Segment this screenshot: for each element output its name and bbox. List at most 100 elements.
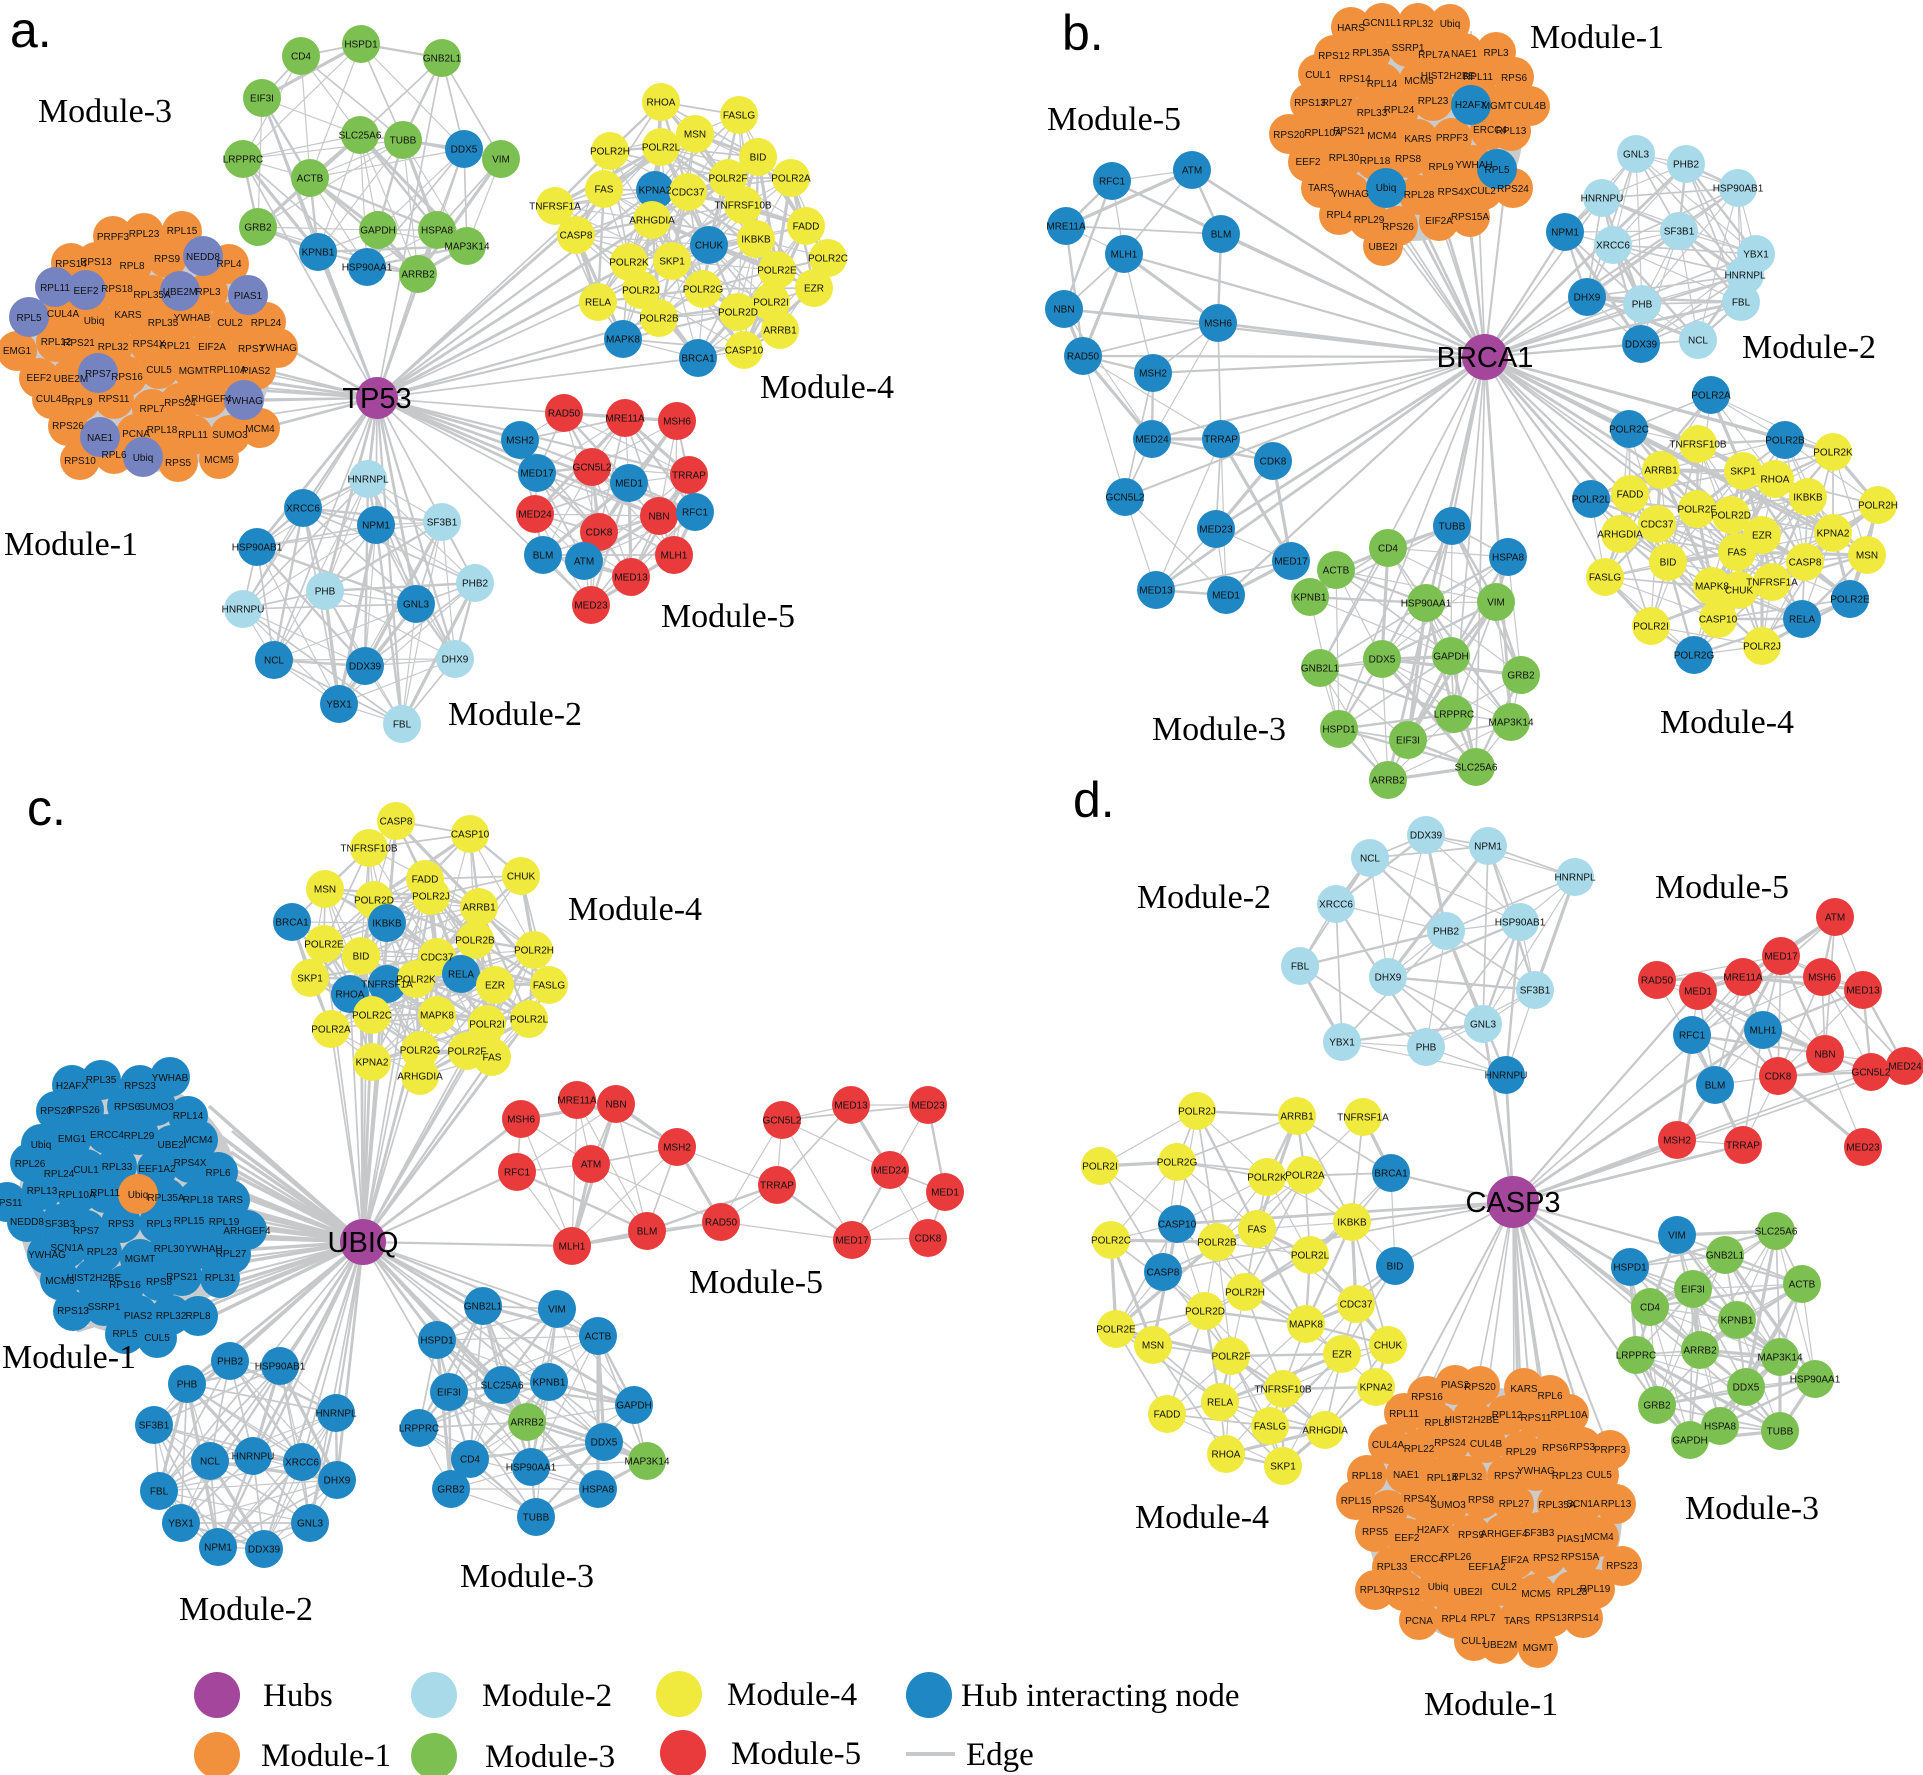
svg-text:HSPA8: HSPA8: [582, 1485, 614, 1496]
svg-text:BRCA1: BRCA1: [1437, 342, 1534, 374]
svg-text:HIST2H2BE: HIST2H2BE: [67, 1273, 122, 1284]
svg-text:PHB: PHB: [315, 587, 336, 598]
svg-text:MED23: MED23: [1199, 525, 1233, 536]
svg-text:RPL32: RPL32: [1452, 1472, 1483, 1483]
svg-text:DDX39: DDX39: [248, 1545, 281, 1556]
svg-text:RFC1: RFC1: [1099, 177, 1126, 188]
svg-text:MSH2: MSH2: [506, 436, 534, 447]
svg-text:RPS24: RPS24: [1497, 184, 1529, 195]
svg-text:MED1: MED1: [615, 479, 643, 490]
svg-text:RPS14: RPS14: [1567, 1613, 1599, 1624]
svg-text:Ubiq: Ubiq: [84, 316, 105, 327]
svg-text:POLR2E: POLR2E: [304, 940, 344, 951]
svg-text:MRE11A: MRE11A: [557, 1096, 597, 1107]
svg-text:GNL3: GNL3: [1623, 150, 1650, 161]
svg-text:RPL30: RPL30: [154, 1244, 185, 1255]
svg-text:Module-1: Module-1: [261, 1738, 391, 1774]
svg-text:GCN5L2: GCN5L2: [1852, 1068, 1891, 1079]
svg-text:SLC25A6: SLC25A6: [1755, 1227, 1798, 1238]
svg-text:GCN1L1: GCN1L1: [1363, 18, 1402, 29]
svg-text:H2AFX: H2AFX: [1455, 100, 1488, 111]
svg-text:RPL18: RPL18: [1360, 156, 1391, 167]
svg-text:ATM: ATM: [1825, 913, 1845, 924]
svg-text:ATM: ATM: [581, 1160, 601, 1171]
svg-text:MLH1: MLH1: [661, 551, 688, 562]
svg-text:DDX5: DDX5: [591, 1438, 618, 1449]
svg-text:DDX39: DDX39: [349, 662, 382, 673]
svg-text:RPL29: RPL29: [1354, 215, 1385, 226]
svg-text:RPL21: RPL21: [160, 341, 191, 352]
svg-text:POLR2G: POLR2G: [1674, 651, 1715, 662]
svg-text:RPL7: RPL7: [139, 404, 164, 415]
svg-text:RPS11: RPS11: [0, 1198, 23, 1209]
svg-text:MLH1: MLH1: [1750, 1026, 1777, 1037]
svg-text:HNRNPU: HNRNPU: [1485, 1071, 1528, 1082]
svg-text:MCM5: MCM5: [204, 455, 234, 466]
svg-text:FBL: FBL: [1291, 962, 1310, 973]
svg-text:MSH6: MSH6: [1808, 973, 1836, 984]
svg-text:RPS23: RPS23: [124, 1081, 156, 1092]
svg-text:TRRAP: TRRAP: [1726, 1141, 1760, 1152]
svg-text:FAS: FAS: [595, 185, 614, 196]
svg-text:CASP8: CASP8: [1789, 558, 1822, 569]
svg-text:HSP90AB1: HSP90AB1: [1495, 918, 1546, 929]
svg-text:POLR2A: POLR2A: [1691, 391, 1731, 402]
svg-text:RPL11: RPL11: [90, 1188, 120, 1199]
svg-text:HSPD1: HSPD1: [1322, 725, 1356, 736]
svg-text:POLR2F: POLR2F: [1678, 505, 1717, 516]
svg-text:VIM: VIM: [492, 155, 510, 166]
svg-text:RPS26: RPS26: [68, 1105, 100, 1116]
svg-text:ARHGDIA: ARHGDIA: [1302, 1426, 1348, 1437]
svg-text:SF3B3: SF3B3: [45, 1219, 76, 1230]
svg-text:MAPK8: MAPK8: [606, 335, 640, 346]
svg-text:ACTB: ACTB: [1323, 566, 1350, 577]
svg-text:ARHGDIA: ARHGDIA: [397, 1072, 443, 1083]
svg-text:POLR2B: POLR2B: [639, 314, 679, 325]
svg-text:MED23: MED23: [574, 601, 608, 612]
svg-text:TARS: TARS: [1504, 1616, 1530, 1627]
svg-text:CASP10: CASP10: [1699, 615, 1738, 626]
svg-text:HSP90AB1: HSP90AB1: [1713, 184, 1764, 195]
svg-text:YWHAG: YWHAG: [1517, 1466, 1555, 1477]
svg-text:Module-3: Module-3: [1152, 711, 1286, 748]
svg-text:RELA: RELA: [1789, 615, 1815, 626]
svg-text:CASP10: CASP10: [1158, 1220, 1197, 1231]
svg-text:YWHAG: YWHAG: [1331, 189, 1369, 200]
svg-text:HSPD1: HSPD1: [420, 1336, 454, 1347]
svg-text:ACTB: ACTB: [1789, 1280, 1816, 1291]
svg-text:GNL3: GNL3: [1470, 1020, 1497, 1031]
svg-text:d.: d.: [1073, 772, 1115, 828]
svg-text:RPL6: RPL6: [101, 450, 126, 461]
svg-text:Ubiq: Ubiq: [1428, 1582, 1449, 1593]
svg-text:RPL29: RPL29: [124, 1131, 155, 1142]
svg-text:FASLG: FASLG: [1254, 1422, 1286, 1433]
svg-text:RPS16: RPS16: [109, 1280, 141, 1291]
svg-text:RPS3: RPS3: [108, 1219, 135, 1230]
svg-text:DHX9: DHX9: [442, 655, 469, 666]
svg-text:HSPD1: HSPD1: [1613, 1263, 1647, 1274]
svg-text:RPL15: RPL15: [174, 1216, 205, 1227]
svg-text:PIAS1: PIAS1: [1557, 1534, 1586, 1545]
svg-text:RPL8: RPL8: [119, 261, 144, 272]
svg-text:MED24: MED24: [1135, 435, 1169, 446]
svg-text:Module-4: Module-4: [727, 1677, 857, 1713]
svg-text:RPL24: RPL24: [251, 318, 282, 329]
svg-text:DDX5: DDX5: [451, 145, 478, 156]
svg-text:FAS: FAS: [483, 1053, 502, 1064]
svg-text:POLR2I: POLR2I: [1082, 1162, 1118, 1173]
svg-text:XRCC6: XRCC6: [286, 504, 320, 515]
svg-text:MSH6: MSH6: [507, 1115, 535, 1126]
svg-text:RELA: RELA: [448, 970, 474, 981]
svg-text:RPL33: RPL33: [102, 1162, 133, 1173]
svg-text:MED1: MED1: [931, 1188, 959, 1199]
svg-text:NPM1: NPM1: [1551, 228, 1579, 239]
svg-text:MED1: MED1: [1212, 591, 1240, 602]
svg-text:MAP3K14: MAP3K14: [1488, 718, 1533, 729]
svg-text:RPL24: RPL24: [44, 1169, 75, 1180]
svg-text:MED24: MED24: [1888, 1062, 1922, 1073]
svg-text:KARS: KARS: [114, 310, 142, 321]
svg-text:MAP3K14: MAP3K14: [1757, 1353, 1802, 1364]
svg-text:MED24: MED24: [518, 510, 552, 521]
svg-text:RPL35: RPL35: [86, 1075, 117, 1086]
svg-text:Module-3: Module-3: [485, 1739, 615, 1775]
